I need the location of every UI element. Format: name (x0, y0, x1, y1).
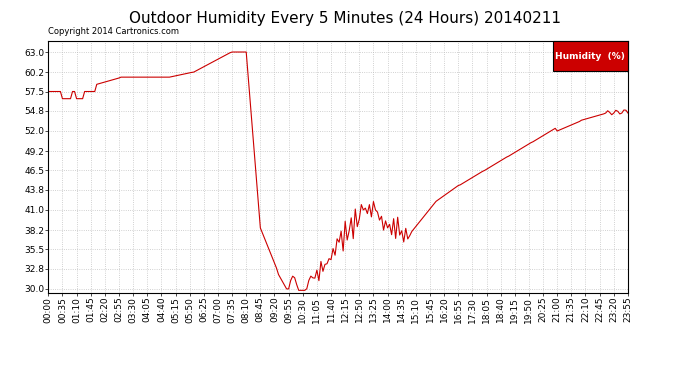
Text: Outdoor Humidity Every 5 Minutes (24 Hours) 20140211: Outdoor Humidity Every 5 Minutes (24 Hou… (129, 11, 561, 26)
Text: Copyright 2014 Cartronics.com: Copyright 2014 Cartronics.com (48, 27, 179, 36)
FancyBboxPatch shape (553, 41, 628, 71)
Text: Humidity  (%): Humidity (%) (555, 52, 625, 61)
